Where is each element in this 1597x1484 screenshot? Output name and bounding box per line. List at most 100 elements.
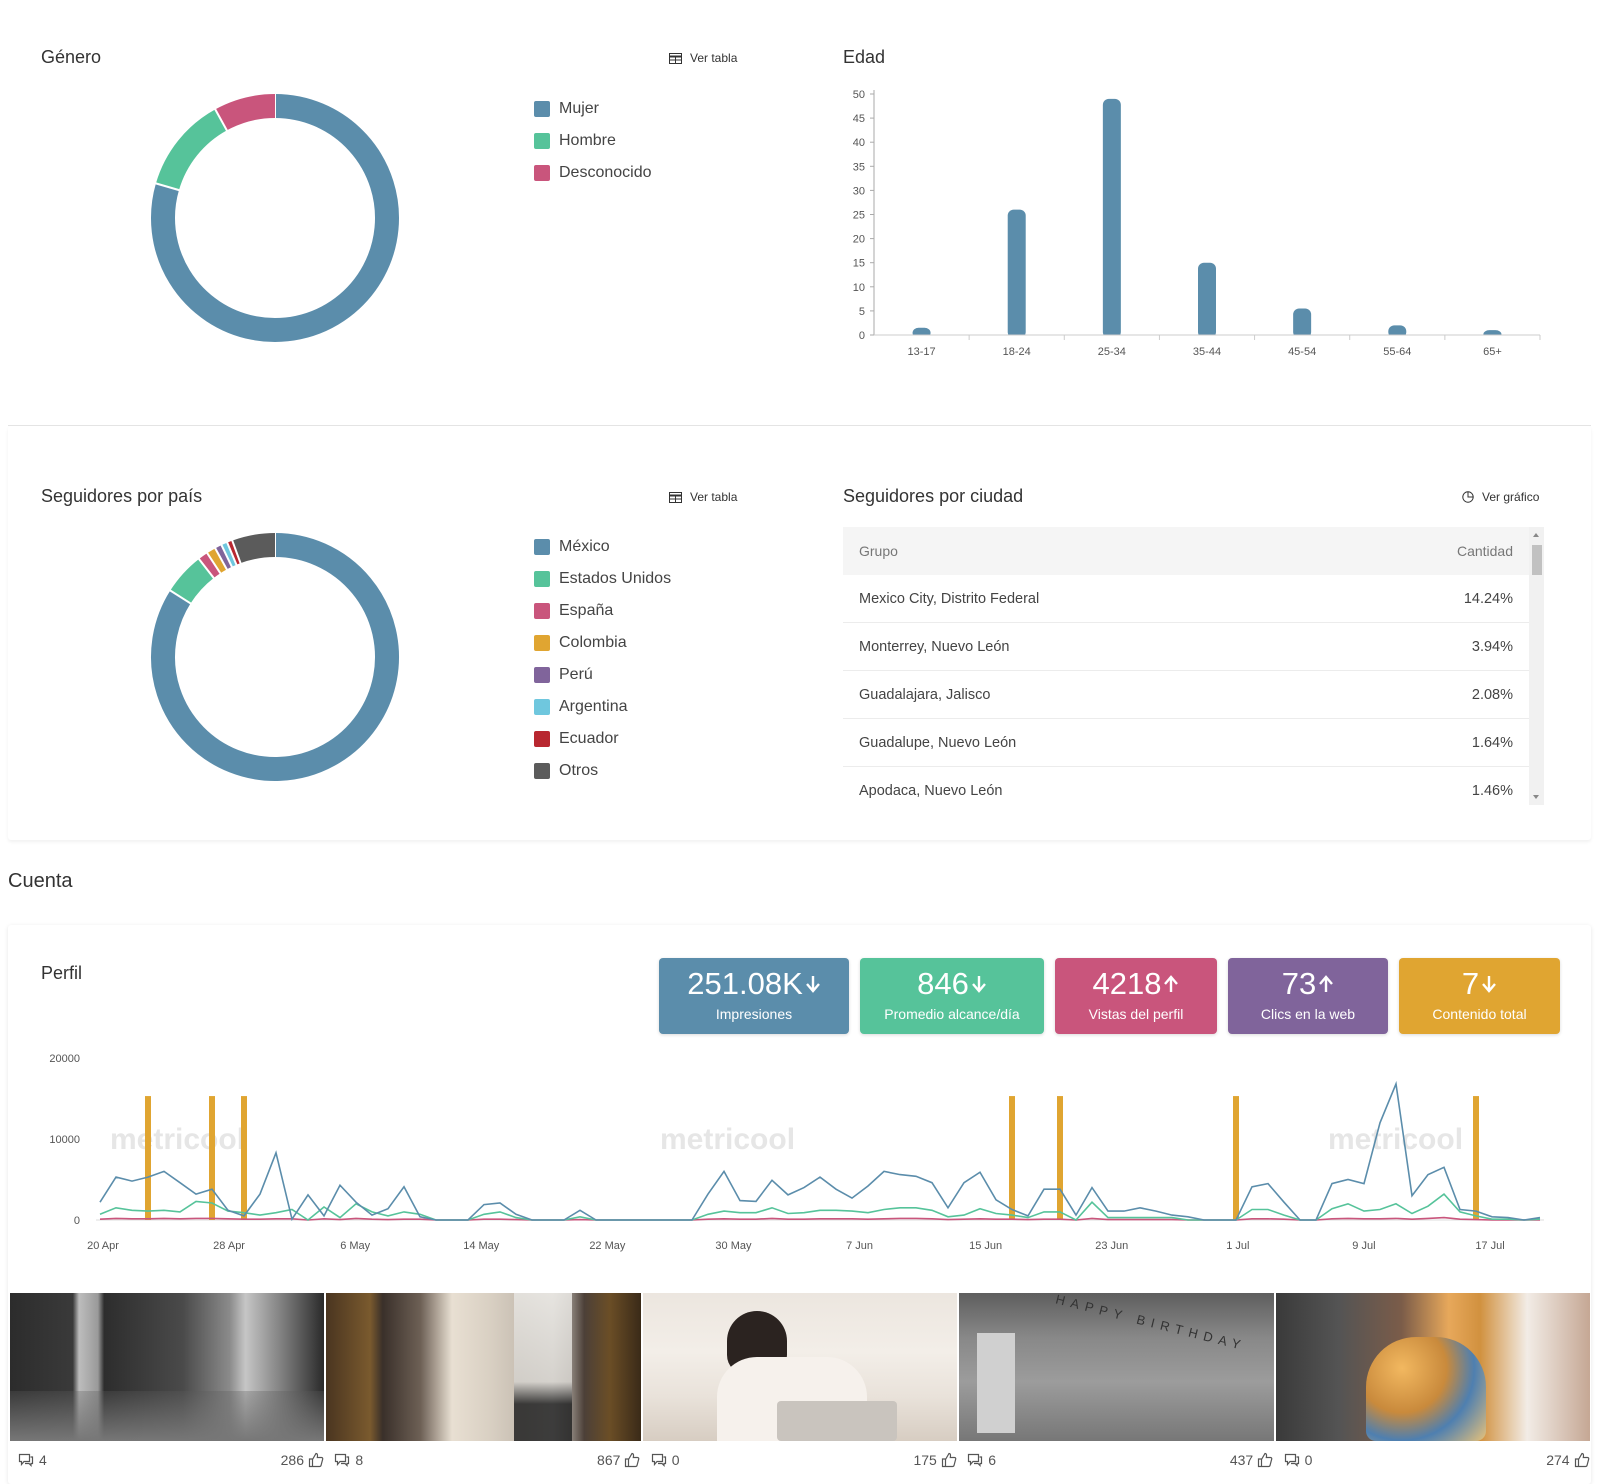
scroll-up-arrow[interactable] xyxy=(1533,533,1539,537)
ver-tabla-label: Ver tabla xyxy=(690,490,738,504)
post-comments[interactable]: 0 xyxy=(651,1450,680,1470)
kpi-card[interactable]: 7 Contenido total xyxy=(1399,958,1560,1034)
edad-bar-45-54[interactable] xyxy=(1293,308,1312,338)
legend-label: Hombre xyxy=(559,132,616,149)
genero-slice-2[interactable] xyxy=(215,94,276,131)
scroll-down-arrow[interactable] xyxy=(1533,795,1539,799)
edad-bar-18-24[interactable] xyxy=(1007,209,1026,338)
legend-item[interactable]: Perú xyxy=(534,659,671,691)
legend-swatch xyxy=(534,667,550,683)
legend-item[interactable]: Mujer xyxy=(534,93,652,125)
kpi-card[interactable]: 73 Clics en la web xyxy=(1228,958,1388,1034)
y-tick-label: 20 xyxy=(853,234,865,246)
post-thumbnail[interactable] xyxy=(10,1293,325,1441)
post-comments[interactable]: 8 xyxy=(334,1450,363,1470)
kpi-value-row: 7 xyxy=(1399,966,1560,1002)
legend-item[interactable]: Argentina xyxy=(534,691,671,723)
post-thumbnail[interactable] xyxy=(642,1293,958,1441)
post-likes[interactable]: 274 xyxy=(1534,1450,1590,1470)
column-header-cantidad[interactable]: Cantidad xyxy=(1456,543,1513,559)
genero-slice-1[interactable] xyxy=(155,109,228,191)
cuenta-section-title: Cuenta xyxy=(8,870,73,892)
table-row[interactable]: Monterrey, Nuevo León 3.94% xyxy=(843,623,1529,671)
legend-item[interactable]: Estados Unidos xyxy=(534,563,671,595)
post-comments[interactable]: 6 xyxy=(967,1450,996,1470)
legend-item[interactable]: Otros xyxy=(534,755,671,787)
post-comments[interactable]: 0 xyxy=(1284,1450,1312,1470)
x-tick-label: 22 May xyxy=(589,1240,626,1252)
edad-bar-25-34[interactable] xyxy=(1102,98,1121,338)
city-percentage: 3.94% xyxy=(1471,638,1513,655)
pais-slice-separator xyxy=(197,557,216,580)
comment-count: 0 xyxy=(671,1452,680,1468)
contenido-bar[interactable] xyxy=(1057,1096,1063,1220)
legend-swatch xyxy=(534,699,550,715)
table-row[interactable]: Guadalajara, Jalisco 2.08% xyxy=(843,671,1529,719)
kpi-value: 846 xyxy=(917,966,969,1001)
pais-slice-7[interactable] xyxy=(232,533,276,564)
series-line-2[interactable] xyxy=(99,1080,1541,1222)
pais-slice-0[interactable] xyxy=(151,533,399,781)
contenido-bar[interactable] xyxy=(1233,1096,1239,1220)
legend-item[interactable]: México xyxy=(534,531,671,563)
table-row[interactable]: Apodaca, Nuevo León 1.46% xyxy=(843,767,1529,805)
post-thumbnail[interactable]: HAPPY BIRTHDAY xyxy=(959,1293,1274,1441)
genero-slice-0[interactable] xyxy=(151,94,399,342)
kpi-card[interactable]: 251.08K Impresiones xyxy=(659,958,849,1034)
post-comments[interactable]: 4 xyxy=(18,1450,47,1470)
x-tick-label: 65+ xyxy=(1483,346,1502,358)
legend-label: Otros xyxy=(559,762,599,779)
genero-ver-tabla-link[interactable]: Ver tabla xyxy=(669,51,737,65)
ver-grafico-link[interactable]: Ver gráfico xyxy=(1462,490,1539,504)
contenido-bar[interactable] xyxy=(209,1096,215,1220)
comment-icon xyxy=(335,1453,350,1467)
legend-item[interactable]: Ecuador xyxy=(534,723,671,755)
scrollbar-thumb[interactable] xyxy=(1532,545,1542,575)
pais-ver-tabla-link[interactable]: Ver tabla xyxy=(669,490,737,504)
contenido-bar[interactable] xyxy=(241,1096,247,1220)
city-percentage: 1.64% xyxy=(1471,734,1513,751)
table-header: Grupo Cantidad xyxy=(843,527,1529,575)
edad-bar-35-44[interactable] xyxy=(1198,262,1216,338)
watermark: metricool xyxy=(110,1123,245,1156)
y-tick-label: 0 xyxy=(74,1215,80,1227)
pais-slice-separator xyxy=(168,589,192,605)
legend-swatch xyxy=(534,133,550,149)
post-thumbnails: HAPPY BIRTHDAY xyxy=(10,1293,1590,1441)
contenido-bar[interactable] xyxy=(1009,1096,1015,1220)
post-likes[interactable]: 175 xyxy=(901,1450,957,1470)
contenido-bar[interactable] xyxy=(145,1096,151,1220)
legend-item[interactable]: Colombia xyxy=(534,627,671,659)
legend-item[interactable]: Desconocido xyxy=(534,157,652,189)
table-row[interactable]: Mexico City, Distrito Federal 14.24% xyxy=(843,575,1529,623)
table-row[interactable]: Guadalupe, Nuevo León 1.64% xyxy=(843,719,1529,767)
arrow-down-icon xyxy=(805,976,820,993)
table-scrollbar[interactable] xyxy=(1529,527,1544,805)
legend-item[interactable]: España xyxy=(534,595,671,627)
legend-swatch xyxy=(534,165,550,181)
series-line-1[interactable] xyxy=(99,1193,1541,1221)
column-header-grupo[interactable]: Grupo xyxy=(859,543,898,559)
thumbs-up-icon xyxy=(625,1452,640,1468)
pais-slice-1[interactable] xyxy=(170,559,215,604)
kpi-card[interactable]: 4218 Vistas del perfil xyxy=(1055,958,1217,1034)
post-thumbnail[interactable] xyxy=(1275,1293,1590,1441)
post-likes[interactable]: 867 xyxy=(584,1450,640,1470)
city-percentage: 1.46% xyxy=(1471,782,1513,799)
pais-slice-separator xyxy=(225,541,238,567)
post-likes[interactable]: 437 xyxy=(1217,1450,1273,1470)
post-thumbnail[interactable] xyxy=(326,1293,641,1441)
genero-slice-separator xyxy=(154,182,181,192)
x-tick-label: 14 May xyxy=(463,1240,500,1252)
kpi-card[interactable]: 846 Promedio alcance/día xyxy=(860,958,1044,1034)
like-count: 286 xyxy=(280,1452,304,1468)
pais-slice-2[interactable] xyxy=(198,553,221,579)
perfil-line-chart: 0 10000 20000 metricool metricool metricool 20… xyxy=(49,1053,1544,1252)
post-likes[interactable]: 286 xyxy=(268,1450,324,1470)
kpi-label: Vistas del perfil xyxy=(1088,1006,1184,1022)
pais-slice-3[interactable] xyxy=(207,548,227,574)
legend-swatch xyxy=(534,731,550,747)
contenido-bar[interactable] xyxy=(1473,1096,1479,1220)
legend-item[interactable]: Hombre xyxy=(534,125,652,157)
city-name: Mexico City, Distrito Federal xyxy=(859,590,1040,607)
